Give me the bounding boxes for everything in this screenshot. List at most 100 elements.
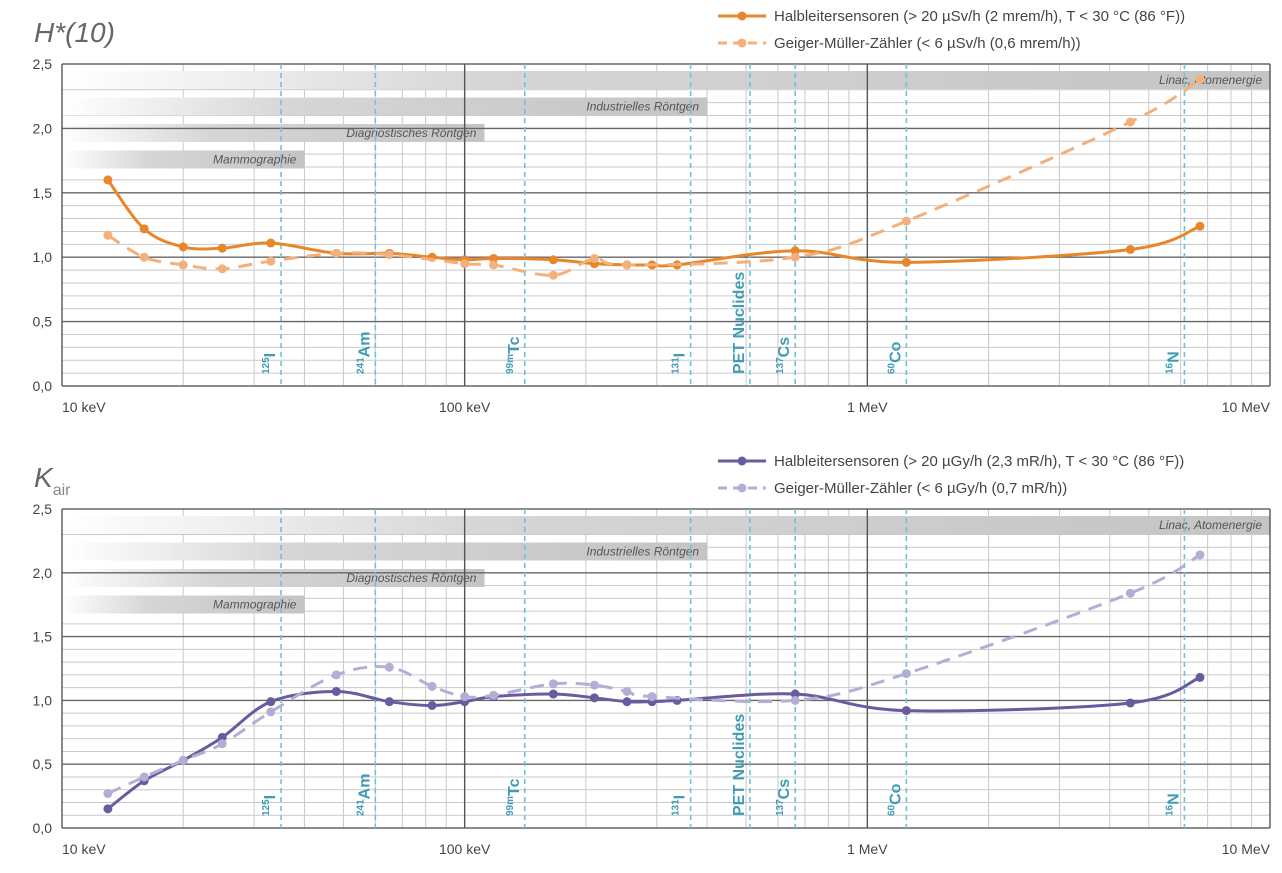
plot-area: Mammographie Diagnostisches Röntgen Indust…	[33, 501, 1271, 857]
x-tick-label: 1 MeV	[847, 399, 888, 415]
x-tick-label: 10 MeV	[1222, 841, 1271, 857]
y-tick-label: 1,0	[33, 692, 53, 708]
data-point	[217, 739, 227, 749]
energy-band	[62, 97, 708, 116]
data-point	[331, 670, 341, 680]
data-point	[1125, 117, 1135, 127]
data-point	[427, 681, 437, 691]
data-point	[622, 697, 632, 707]
nuclide-label: 125I	[261, 353, 279, 374]
band-label: Linac, Atomenergie	[1159, 518, 1262, 532]
nuclide-mass: 99m	[505, 796, 516, 816]
nuclide-label: 99mTc	[505, 336, 523, 374]
data-point	[489, 253, 499, 263]
nuclide-mass: 125	[261, 357, 272, 374]
x-tick-label: 100 keV	[439, 399, 491, 415]
data-point	[489, 690, 499, 700]
legend-label: Halbleitersensoren (> 20 µGy/h (2,3 mR/h…	[774, 453, 1184, 470]
legend-label: Geiger-Müller-Zähler (< 6 µSv/h (0,6 mre…	[774, 35, 1081, 52]
data-point	[1195, 550, 1205, 560]
title-main: H*(10)	[34, 17, 115, 48]
data-point	[331, 248, 341, 258]
x-tick-label: 10 keV	[62, 841, 106, 857]
nuclide-label: 137Cs	[775, 779, 793, 816]
data-point	[901, 706, 911, 716]
nuclide-label: 99mTc	[505, 778, 523, 816]
y-tick-label: 0,5	[33, 314, 53, 330]
data-point	[489, 260, 499, 270]
y-tick-label: 1,5	[33, 629, 53, 645]
band-label: Industrielles Röntgen	[586, 100, 699, 114]
band-label: Diagnostisches Röntgen	[346, 126, 476, 140]
band-label: Diagnostisches Röntgen	[346, 571, 476, 585]
data-point	[139, 772, 149, 782]
nuclide-symbol: Co	[887, 341, 904, 363]
energy-band	[62, 516, 1270, 534]
nuclide-mass: 137	[775, 799, 786, 816]
nuclide-symbol: N	[1165, 351, 1182, 363]
data-point	[331, 686, 341, 696]
data-point	[103, 789, 113, 799]
data-point	[217, 732, 227, 742]
x-tick-label: 10 MeV	[1222, 399, 1271, 415]
nuclide-symbol: Tc	[506, 778, 523, 796]
data-point	[1195, 74, 1205, 84]
data-point	[1195, 672, 1205, 682]
data-point	[460, 692, 470, 702]
y-tick-label: 2,0	[33, 565, 53, 581]
data-point	[427, 701, 437, 711]
y-tick-label: 1,0	[33, 249, 53, 265]
data-point	[548, 255, 558, 265]
title-main: K	[34, 462, 54, 493]
legend-marker	[737, 483, 747, 493]
nuclide-mass: 16	[1164, 804, 1175, 816]
x-tick-label: 100 keV	[439, 841, 491, 857]
nuclide-symbol: Cs	[776, 337, 793, 358]
nuclide-label: 60Co	[886, 341, 904, 374]
band-label: Industrielles Röntgen	[586, 545, 699, 559]
band-label: Linac, Atomenergie	[1159, 73, 1262, 87]
band-label: Mammographie	[213, 598, 297, 612]
data-point	[139, 252, 149, 262]
x-tick-label: 1 MeV	[847, 841, 888, 857]
nuclide-symbol: I	[672, 795, 689, 799]
nuclide-label: 16N	[1164, 351, 1182, 374]
data-point	[589, 693, 599, 703]
nuclide-symbol: N	[1165, 793, 1182, 805]
nuclide-symbol: Tc	[506, 336, 523, 354]
data-point	[103, 804, 113, 814]
band-label: Mammographie	[213, 153, 297, 167]
title-subscript: air	[53, 482, 71, 499]
data-point	[217, 264, 227, 274]
nuclide-label: 131I	[671, 353, 689, 374]
nuclide-mass: 241	[355, 799, 366, 816]
data-point	[1195, 221, 1205, 231]
data-point	[622, 260, 632, 270]
nuclide-symbol: Cs	[776, 779, 793, 800]
y-tick-label: 2,5	[33, 501, 53, 517]
data-point	[901, 669, 911, 679]
nuclide-mass: 241	[355, 357, 366, 374]
series-line	[106, 179, 1201, 268]
y-tick-label: 0,0	[33, 378, 53, 394]
legend-label: Halbleitersensoren (> 20 µSv/h (2 mrem/h…	[774, 8, 1185, 25]
nuclide-label: 125I	[261, 795, 279, 816]
data-point	[178, 242, 188, 252]
legend-marker	[737, 38, 747, 48]
data-point	[266, 256, 276, 266]
data-point	[384, 250, 394, 260]
legend-label: Geiger-Müller-Zähler (< 6 µGy/h (0,7 mR/…	[774, 480, 1067, 497]
y-tick-label: 0,0	[33, 820, 53, 836]
nuclide-symbol: PET Nuclides	[731, 272, 748, 374]
y-tick-label: 2,5	[33, 56, 53, 72]
data-point	[1125, 698, 1135, 708]
data-point	[548, 689, 558, 699]
chart-title: Kair	[34, 462, 71, 499]
nuclide-mass: 60	[886, 362, 897, 374]
nuclide-mass: 131	[671, 799, 682, 816]
nuclide-label: 16N	[1164, 793, 1182, 816]
data-point	[647, 692, 657, 702]
nuclide-label: 137Cs	[775, 337, 793, 374]
nuclide-mass: 125	[261, 799, 272, 816]
energy-band	[62, 542, 708, 561]
